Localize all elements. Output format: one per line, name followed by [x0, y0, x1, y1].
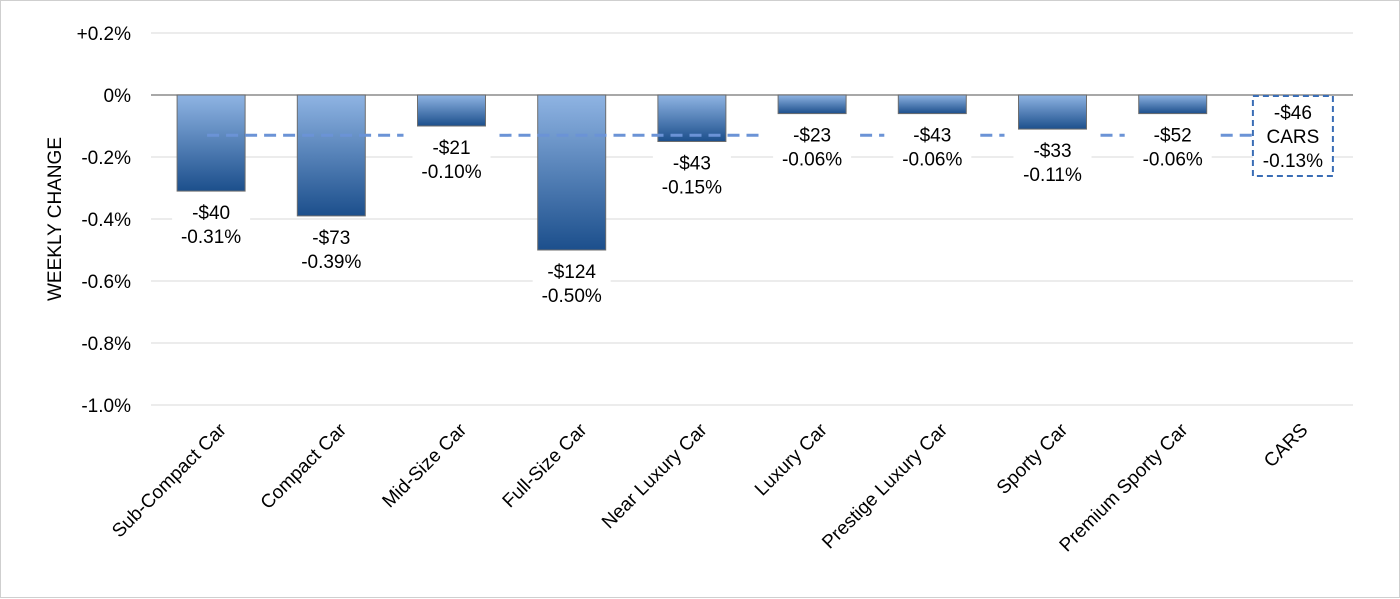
x-category-label: Sporty Car: [993, 419, 1073, 499]
bar: [296, 94, 366, 217]
x-category-label: Premium Sporty Car: [1056, 419, 1193, 556]
percent-label: -0.13%: [1263, 151, 1323, 172]
y-tick-label: -0.8%: [81, 334, 131, 355]
label-background: [412, 134, 491, 184]
dollar-label: -$52: [1154, 126, 1192, 147]
x-category-labels: Sub-Compact Car Compact Car Mid-Size Car Fu…: [108, 419, 1312, 556]
bar: [417, 94, 486, 127]
x-category-label: Full-Size Car: [499, 419, 592, 512]
reference-line-group: [207, 95, 1334, 177]
bar: [537, 94, 607, 251]
dollar-label: -$23: [793, 126, 831, 147]
percent-label: -0.06%: [902, 150, 962, 171]
y-tick-label: -0.4%: [81, 210, 131, 231]
percent-label: -0.10%: [421, 162, 481, 183]
percent-label: -0.06%: [782, 150, 842, 171]
label-background: [532, 258, 611, 308]
y-axis-title: WEEKLY CHANGE: [45, 137, 66, 301]
label-background: [1133, 121, 1212, 172]
percent-label: -0.06%: [1143, 150, 1203, 171]
total-box: [1251, 95, 1334, 177]
bar: [176, 94, 246, 192]
label-background: [893, 121, 972, 172]
y-tick-label: -0.2%: [81, 148, 131, 169]
x-category-label: Mid-Size Car: [379, 419, 472, 512]
data-labels: -$40 -0.31% -$73 -0.39% -$21 -0.10% -$124 -0.50…: [172, 103, 1323, 308]
gridlines: [151, 32, 1353, 406]
y-tick-label: -0.6%: [81, 272, 131, 293]
x-category-label: Sub-Compact Car: [108, 419, 231, 542]
label-background: [292, 223, 371, 274]
y-tick-label: +0.2%: [77, 24, 132, 45]
x-category-label: Luxury Car: [751, 419, 832, 500]
percent-label: -0.50%: [542, 286, 602, 307]
bar: [1018, 94, 1087, 130]
total-box-label: CARS: [1267, 127, 1320, 148]
percent-label: -0.15%: [662, 178, 722, 199]
dollar-label: -$43: [673, 154, 711, 175]
x-category-label: Compact Car: [257, 419, 351, 513]
y-tick-label: -1.0%: [81, 396, 131, 417]
percent-label: -0.31%: [181, 227, 241, 248]
bar: [777, 94, 847, 115]
bar: [657, 94, 727, 142]
label-background: [172, 199, 251, 250]
y-tick-label: 0%: [104, 86, 132, 107]
dollar-label: -$73: [312, 228, 350, 249]
dollar-label: -$124: [547, 262, 596, 283]
y-tick-labels: +0.2% 0% -0.2% -0.4% -0.6% -0.8% -1.0%: [77, 24, 132, 417]
percent-label: -0.39%: [301, 252, 361, 273]
dollar-label: -$43: [913, 126, 951, 147]
dollar-label: -$40: [192, 203, 230, 224]
bars: [176, 94, 1208, 251]
bar: [897, 94, 967, 115]
x-category-label: CARS: [1260, 420, 1312, 472]
dollar-label: -$21: [432, 138, 470, 159]
x-category-label: Prestige Luxury Car: [818, 419, 952, 553]
dollar-label: -$33: [1033, 141, 1071, 162]
bar: [1138, 94, 1208, 115]
dollar-label: -$46: [1274, 103, 1312, 124]
percent-label: -0.11%: [1023, 165, 1082, 186]
label-background: [1013, 137, 1092, 188]
label-background: [773, 121, 852, 172]
label-background: [652, 149, 731, 200]
x-category-label: Near Luxury Car: [598, 419, 712, 533]
